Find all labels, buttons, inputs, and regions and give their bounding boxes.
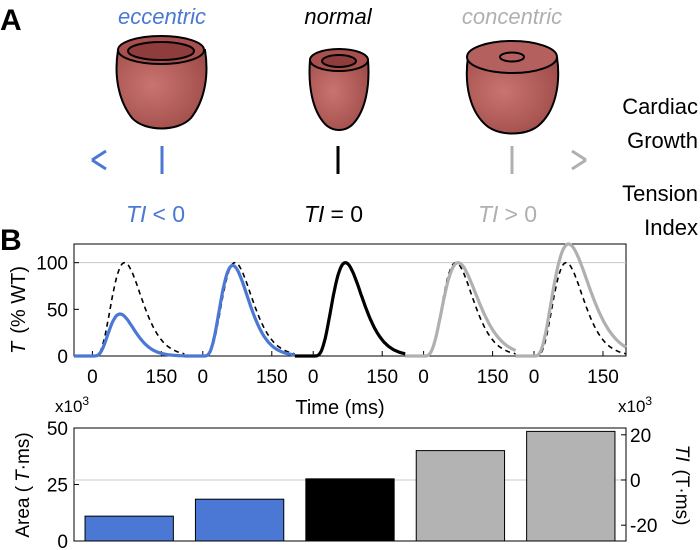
- traces-xtick-label: 150: [477, 367, 509, 388]
- traces-xtick-label: 0: [87, 367, 98, 388]
- bars-ylabel-right: TI (T·ms): [671, 445, 692, 526]
- bars-left-ytick-label: 0: [57, 532, 68, 550]
- cardiac-label: Cardiac: [622, 94, 698, 119]
- traces-xtick-label: 150: [256, 367, 288, 388]
- panel-a-label: A: [0, 4, 22, 37]
- concentric-heart-illustration: [465, 40, 560, 135]
- traces-ytick-label: 0: [57, 347, 68, 368]
- bar-1: [84, 515, 174, 542]
- category-normal-label: normal: [304, 4, 372, 29]
- ti-concentric-label: TI > 0: [478, 201, 537, 227]
- bar-5: [526, 430, 616, 542]
- bars-right-multiplier-exp: 3: [645, 394, 652, 408]
- growth-axis: [91, 146, 587, 174]
- bars-ylabel-right-sym: TI: [671, 445, 692, 463]
- bars-right-multiplier: x103: [618, 394, 652, 416]
- reference-trace-line: [74, 261, 185, 357]
- bars-left-ytick-label: 25: [47, 476, 68, 497]
- reference-trace-line: [405, 261, 516, 357]
- bars-left-multiplier-base: x10: [55, 397, 82, 416]
- ti-eccentric-sym: TI: [126, 201, 147, 227]
- index-label: Index: [644, 215, 698, 240]
- ti-eccentric-rel: < 0: [152, 201, 185, 227]
- bars-ylabel-left-text: Area (: [13, 485, 34, 537]
- bar-4: [415, 450, 506, 542]
- bars-ylabel-left: Area ( T·ms): [13, 432, 34, 537]
- svg-text:TI< 0: TI < 0: [126, 201, 185, 227]
- bars-ylabel-left-unit: ·ms): [13, 432, 34, 470]
- ti-normal-rel: = 0: [330, 201, 363, 227]
- category-eccentric-label: eccentric: [118, 4, 206, 29]
- trace-line-1: [74, 312, 185, 358]
- bars-left-multiplier: x103: [55, 394, 89, 416]
- traces-ylabel: T (% WT): [8, 266, 30, 354]
- normal-heart-illustration: [308, 48, 370, 131]
- eccentric-heart-illustration: [115, 35, 208, 130]
- traces-ytick-label: 100: [36, 254, 68, 275]
- bars-right-ytick-label: -20: [630, 516, 657, 537]
- bars-right-multiplier-base: x10: [618, 397, 645, 416]
- bars-right-ytick-label: 0: [630, 471, 641, 492]
- traces-xtick-label: 0: [198, 367, 209, 388]
- bars-ylabel-left-sym: T: [13, 469, 34, 482]
- traces-xtick-label: 150: [146, 367, 178, 388]
- ti-concentric-sym: TI: [478, 201, 499, 227]
- tension-label: Tension: [622, 181, 698, 206]
- bar-2: [194, 498, 285, 542]
- bars-ylabel-right-unit: (T·ms): [671, 469, 692, 525]
- trace-line-2: [184, 263, 295, 358]
- traces-xtick-label: 0: [418, 367, 429, 388]
- category-concentric-label: concentric: [462, 4, 562, 29]
- ti-normal-sym: TI: [304, 201, 325, 227]
- traces-xtick-label: 150: [587, 367, 619, 388]
- ti-normal-label: TI = 0: [304, 201, 363, 227]
- traces-frame: [73, 243, 627, 357]
- ti-concentric-rel: > 0: [504, 201, 537, 227]
- trace-line-3: [294, 261, 406, 358]
- traces-xtick-label: 150: [366, 367, 398, 388]
- svg-text:Area (T·ms): Area ( T·ms): [13, 432, 34, 537]
- traces-ytick-label: 50: [47, 300, 68, 321]
- trace-line-5: [515, 242, 627, 358]
- tension-traces-chart: 0 50 100 0 150 0 150 0 150 0 150 0 150: [36, 242, 627, 388]
- ti-eccentric-label: TI < 0: [126, 201, 185, 227]
- traces-ylabel-sym: T: [8, 340, 30, 354]
- panel-b-label: B: [0, 224, 22, 257]
- svg-text:TI> 0: TI > 0: [478, 201, 537, 227]
- svg-text:TI= 0: TI = 0: [304, 201, 363, 227]
- traces-xtick-label: 0: [308, 367, 319, 388]
- tension-area-bar-chart: 0 25 50 -20 0 20: [47, 419, 658, 550]
- reference-trace-line: [515, 261, 627, 357]
- bar-3: [305, 478, 395, 542]
- bars-left-ytick-label: 50: [47, 419, 68, 440]
- traces-xlabel: Time (ms): [295, 397, 384, 419]
- svg-text:T(% WT): T (% WT): [8, 266, 30, 354]
- bars-left-multiplier-exp: 3: [82, 394, 89, 408]
- growth-label: Growth: [627, 128, 698, 153]
- traces-xtick-label: 0: [529, 367, 540, 388]
- bars-right-ytick-label: 20: [630, 426, 651, 447]
- svg-text:TI(T·ms): TI (T·ms): [671, 445, 692, 526]
- trace-line-4: [405, 261, 517, 358]
- traces-ylabel-unit: (% WT): [8, 266, 30, 334]
